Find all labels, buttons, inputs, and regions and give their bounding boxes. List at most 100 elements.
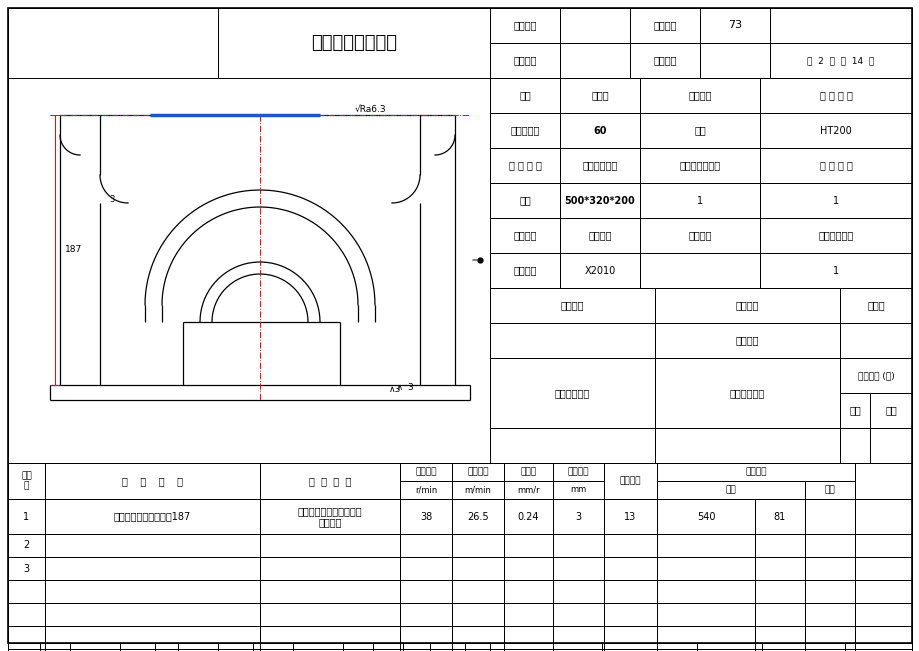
- Bar: [8, 643, 40, 651]
- Bar: [504, 463, 552, 481]
- Bar: [854, 603, 911, 626]
- Bar: [759, 78, 911, 113]
- Bar: [400, 626, 451, 649]
- Bar: [854, 649, 911, 651]
- Bar: [400, 481, 451, 499]
- Bar: [630, 43, 699, 78]
- Bar: [604, 463, 656, 499]
- Bar: [759, 183, 911, 218]
- Bar: [552, 499, 604, 534]
- Bar: [697, 643, 761, 651]
- Text: 切削液: 切削液: [867, 301, 884, 311]
- Text: 共  2  页  第  14  页: 共 2 页 第 14 页: [807, 56, 874, 65]
- Bar: [260, 580, 400, 603]
- Text: 每毛坯可制件数: 每毛坯可制件数: [679, 161, 720, 171]
- Bar: [8, 8, 218, 78]
- Bar: [504, 557, 552, 580]
- Bar: [218, 643, 253, 651]
- Bar: [804, 481, 854, 499]
- Bar: [854, 534, 911, 557]
- Bar: [604, 603, 656, 626]
- Text: 零件图号: 零件图号: [652, 20, 676, 31]
- Bar: [654, 358, 839, 428]
- Bar: [451, 603, 504, 626]
- Bar: [656, 481, 804, 499]
- Bar: [656, 580, 754, 603]
- Text: 主轴转速: 主轴转速: [414, 467, 437, 477]
- Bar: [839, 323, 911, 358]
- Bar: [451, 557, 504, 580]
- Bar: [552, 649, 604, 651]
- Text: 工位器具名称: 工位器具名称: [729, 388, 765, 398]
- Text: 专用夹具: 专用夹具: [735, 335, 758, 346]
- Bar: [754, 557, 804, 580]
- Bar: [804, 649, 854, 651]
- Bar: [177, 643, 218, 651]
- Text: 26.5: 26.5: [467, 512, 488, 521]
- Bar: [451, 481, 504, 499]
- Text: 切削深度: 切削深度: [567, 467, 588, 477]
- Bar: [560, 148, 640, 183]
- Text: 硬质合金面铣刀、卡尺、
专用夹具: 硬质合金面铣刀、卡尺、 专用夹具: [298, 506, 362, 527]
- Bar: [604, 626, 656, 649]
- Bar: [8, 534, 45, 557]
- Text: 车间: 车间: [518, 90, 530, 100]
- Bar: [560, 183, 640, 218]
- Text: 3: 3: [23, 564, 29, 574]
- Bar: [504, 534, 552, 557]
- Bar: [490, 8, 560, 43]
- Bar: [451, 649, 504, 651]
- Bar: [804, 534, 854, 557]
- Bar: [119, 643, 154, 651]
- Bar: [656, 603, 754, 626]
- Bar: [45, 603, 260, 626]
- Bar: [45, 649, 260, 651]
- Text: 工步工时: 工步工时: [744, 467, 766, 477]
- Bar: [654, 288, 839, 323]
- Text: 3: 3: [574, 512, 581, 521]
- Bar: [8, 463, 45, 499]
- Text: 龙门铣床: 龙门铣床: [513, 266, 536, 275]
- Bar: [8, 580, 45, 603]
- Bar: [754, 534, 804, 557]
- Bar: [854, 580, 911, 603]
- Bar: [260, 603, 400, 626]
- Bar: [604, 534, 656, 557]
- Bar: [804, 580, 854, 603]
- Bar: [400, 499, 451, 534]
- Bar: [560, 113, 640, 148]
- Bar: [429, 643, 464, 651]
- Text: 粗铣: 粗铣: [693, 126, 705, 135]
- Text: 产品型号: 产品型号: [513, 20, 536, 31]
- Text: 81: 81: [773, 512, 785, 521]
- Bar: [759, 113, 911, 148]
- Bar: [869, 428, 911, 463]
- Text: 进给量: 进给量: [520, 467, 536, 477]
- Bar: [804, 499, 854, 534]
- Bar: [8, 499, 45, 534]
- Bar: [560, 253, 640, 288]
- Text: 机动: 机动: [725, 486, 735, 495]
- Bar: [451, 499, 504, 534]
- Text: 1: 1: [832, 266, 838, 275]
- Text: 粗铣箱体下底面至尺寸187: 粗铣箱体下底面至尺寸187: [114, 512, 191, 521]
- Bar: [754, 626, 804, 649]
- Bar: [640, 183, 759, 218]
- Text: 设备编号: 设备编号: [687, 230, 711, 240]
- Bar: [451, 580, 504, 603]
- Bar: [560, 43, 630, 78]
- Bar: [218, 8, 490, 78]
- Bar: [45, 580, 260, 603]
- Bar: [769, 8, 911, 43]
- Bar: [400, 603, 451, 626]
- Bar: [403, 643, 429, 651]
- Bar: [552, 463, 604, 481]
- Bar: [8, 643, 490, 651]
- Text: 工序号: 工序号: [591, 90, 608, 100]
- Text: 3: 3: [407, 383, 413, 393]
- Bar: [854, 463, 911, 499]
- Bar: [560, 218, 640, 253]
- Bar: [45, 626, 260, 649]
- Bar: [504, 580, 552, 603]
- Bar: [654, 428, 839, 463]
